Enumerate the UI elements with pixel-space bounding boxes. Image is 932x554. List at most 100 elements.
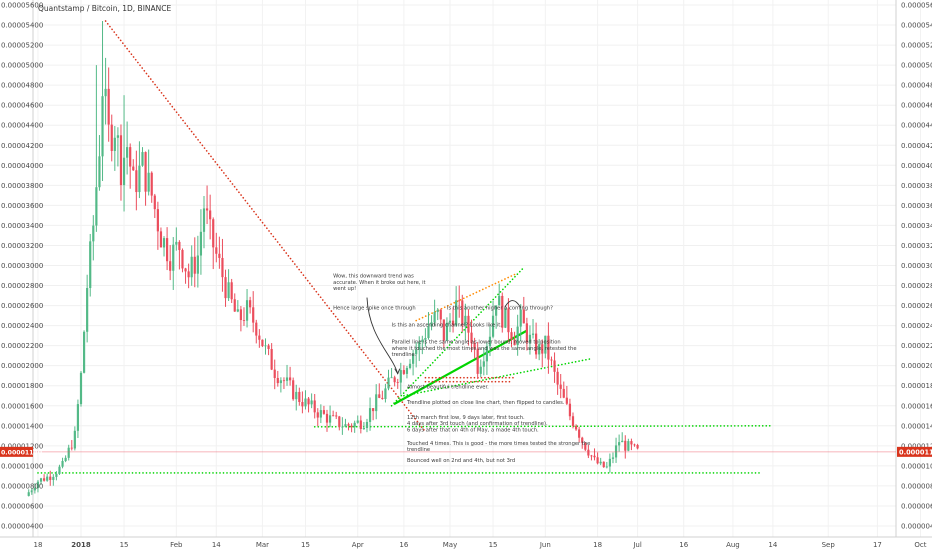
candle[interactable] xyxy=(43,474,46,482)
candle[interactable] xyxy=(289,366,292,386)
candle[interactable] xyxy=(519,304,522,342)
candle[interactable] xyxy=(129,143,132,189)
candle[interactable] xyxy=(405,365,409,379)
candle[interactable] xyxy=(365,418,369,433)
candle[interactable] xyxy=(313,394,316,419)
candle[interactable] xyxy=(525,317,528,351)
candle[interactable] xyxy=(147,149,150,196)
candle[interactable] xyxy=(415,342,418,368)
candle[interactable] xyxy=(49,470,52,486)
candle[interactable] xyxy=(116,127,119,167)
candle[interactable] xyxy=(464,303,467,341)
candle[interactable] xyxy=(531,319,535,339)
candle[interactable] xyxy=(605,461,608,469)
candle[interactable] xyxy=(341,417,344,435)
candle[interactable] xyxy=(630,438,633,451)
candle[interactable] xyxy=(239,306,242,332)
candle[interactable] xyxy=(153,193,156,219)
candle[interactable] xyxy=(175,227,178,251)
candle[interactable] xyxy=(461,294,464,333)
candle[interactable] xyxy=(199,209,203,275)
candle[interactable] xyxy=(445,317,449,342)
candle[interactable] xyxy=(224,269,227,307)
candle[interactable] xyxy=(144,151,147,206)
candle[interactable] xyxy=(36,479,40,493)
candle[interactable] xyxy=(368,397,372,431)
candle[interactable] xyxy=(488,325,492,357)
candle[interactable] xyxy=(473,337,476,359)
candle[interactable] xyxy=(267,343,270,356)
candle[interactable] xyxy=(427,312,430,340)
candle[interactable] xyxy=(636,443,639,450)
candle[interactable] xyxy=(393,375,396,387)
candle[interactable] xyxy=(61,457,64,469)
candle[interactable] xyxy=(627,438,630,452)
candle[interactable] xyxy=(402,365,405,376)
candle[interactable] xyxy=(399,362,402,395)
candle[interactable] xyxy=(67,444,70,461)
candle[interactable] xyxy=(132,159,135,171)
candle[interactable] xyxy=(27,489,30,497)
candle[interactable] xyxy=(135,150,138,211)
candle[interactable] xyxy=(187,263,190,289)
candle[interactable] xyxy=(538,338,541,361)
candle[interactable] xyxy=(319,404,322,424)
candle[interactable] xyxy=(476,341,479,379)
candle[interactable] xyxy=(559,374,562,399)
candle[interactable] xyxy=(162,236,166,257)
candle[interactable] xyxy=(138,141,141,199)
candle[interactable] xyxy=(375,384,378,420)
candle[interactable] xyxy=(113,125,116,171)
candle[interactable] xyxy=(92,215,95,261)
candle[interactable] xyxy=(498,283,501,306)
candle[interactable] xyxy=(578,426,581,443)
candle[interactable] xyxy=(166,227,169,271)
candle[interactable] xyxy=(79,370,83,407)
candle[interactable] xyxy=(39,477,43,485)
candle[interactable] xyxy=(141,147,144,167)
candle[interactable] xyxy=(387,369,390,391)
candle[interactable] xyxy=(98,135,101,191)
candle[interactable] xyxy=(547,322,550,374)
candle[interactable] xyxy=(76,399,80,439)
candle[interactable] xyxy=(412,349,415,376)
candle[interactable] xyxy=(273,359,276,390)
candle[interactable] xyxy=(55,471,58,481)
trendline[interactable] xyxy=(403,357,593,397)
candle[interactable] xyxy=(172,237,175,290)
candle[interactable] xyxy=(295,384,298,411)
candle[interactable] xyxy=(581,436,584,449)
candle[interactable] xyxy=(544,335,547,359)
candle[interactable] xyxy=(178,240,181,270)
candle[interactable] xyxy=(150,171,153,203)
candle[interactable] xyxy=(495,305,498,329)
candle[interactable] xyxy=(270,343,273,371)
candle[interactable] xyxy=(501,292,504,333)
candle[interactable] xyxy=(408,359,412,370)
candle[interactable] xyxy=(562,381,565,399)
trendline[interactable] xyxy=(104,20,427,433)
time-axis[interactable]: 18 2018 15 Feb 14 Mar 15 Apr 16 May 15 Jun 18 Jul 16 Au… xyxy=(33,541,932,549)
candle[interactable] xyxy=(482,347,485,376)
candle[interactable] xyxy=(242,307,246,326)
candle[interactable] xyxy=(310,393,313,409)
candle[interactable] xyxy=(359,415,362,434)
candle[interactable] xyxy=(338,415,341,431)
candle[interactable] xyxy=(202,195,206,249)
candle[interactable] xyxy=(126,121,129,175)
candle[interactable] xyxy=(507,298,510,343)
candle[interactable] xyxy=(301,391,304,414)
candle[interactable] xyxy=(258,329,261,348)
candle[interactable] xyxy=(624,435,627,459)
candle[interactable] xyxy=(513,331,516,346)
candle[interactable] xyxy=(378,383,381,399)
candle[interactable] xyxy=(571,412,575,429)
price-axis-right[interactable]: 0.00005600 0.00005400 0.00005200 0.00005000… xyxy=(901,2,932,531)
candle[interactable] xyxy=(212,217,215,270)
candle[interactable] xyxy=(458,285,461,318)
candle[interactable] xyxy=(516,314,519,356)
candle[interactable] xyxy=(89,233,92,297)
candle[interactable] xyxy=(190,245,193,286)
candle[interactable] xyxy=(433,299,436,326)
